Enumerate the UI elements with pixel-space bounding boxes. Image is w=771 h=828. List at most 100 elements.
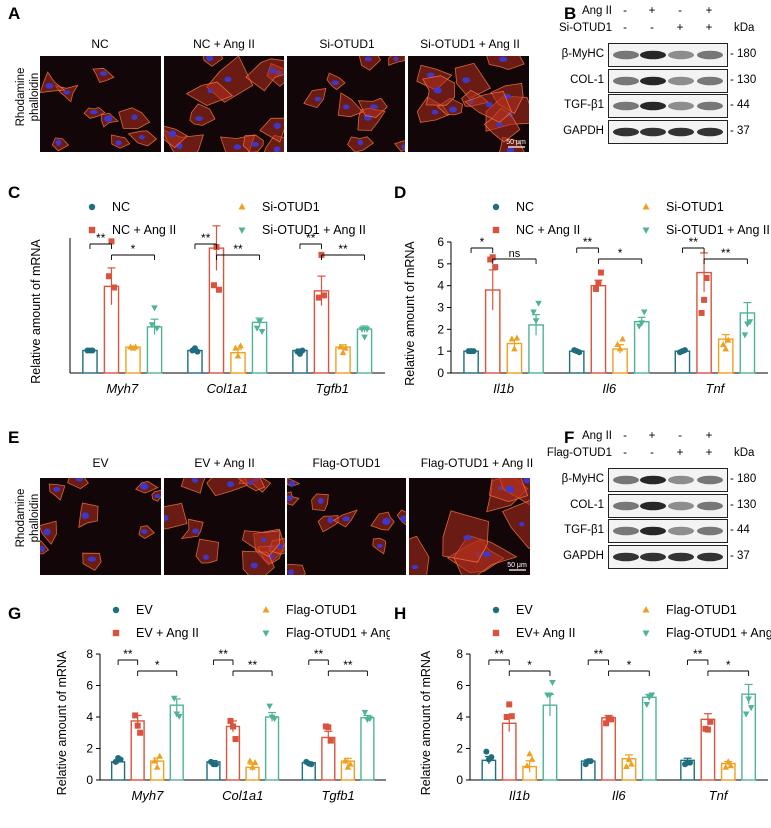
micrograph-flag-otud1 [287, 478, 406, 575]
legend-item: Si-OTUD1 + Ang II [642, 223, 770, 237]
significance-label: ** [96, 231, 106, 245]
significance-label: ** [248, 658, 258, 672]
bar [633, 320, 650, 374]
y-tick-label: 6 [437, 235, 444, 249]
panel-letter-c: C [8, 183, 21, 202]
data-point [249, 763, 256, 770]
significance-label: ** [338, 242, 348, 256]
wb-lane-sign: - [650, 22, 654, 34]
bar [601, 717, 616, 781]
wb-band-kda: - 37 [730, 549, 750, 562]
micro-e-col-1: EV [92, 456, 109, 470]
legend-label: Si-OTUD1 + Ang II [666, 223, 770, 237]
data-point [489, 254, 496, 261]
y-tick-label: 4 [437, 279, 444, 293]
wb-band-kda: - 130 [730, 498, 757, 511]
data-point [246, 757, 254, 764]
significance-label: ** [233, 242, 243, 256]
significance-bracket: ** [89, 231, 112, 249]
data-point [210, 282, 217, 289]
data-point [513, 334, 521, 341]
data-point [227, 717, 234, 724]
wb-lane-sign: - [678, 5, 682, 17]
data-point [597, 269, 604, 276]
chart-g: EV EV + Ang II Flag-OTUD1 Flag-OTUD1 + Ang … [55, 603, 390, 803]
significance-label: ** [693, 647, 703, 661]
micro-a-col-4: Si-OTUD1 + Ang II [420, 37, 520, 51]
micrograph-nc-angii [164, 56, 284, 152]
significance-label: ns [509, 248, 521, 260]
data-point [232, 736, 239, 743]
wb-band-strip [608, 43, 728, 67]
legend-label: EV [136, 603, 153, 617]
wb-lane-sign: - [623, 5, 627, 17]
micro-a-col-3: Si-OTUD1 [319, 37, 375, 51]
wb-lane-sign: - [623, 22, 627, 34]
wb-band-strip [608, 468, 728, 492]
legend-label: EV [516, 603, 533, 617]
significance-bracket: ** [703, 246, 748, 264]
data-point [535, 300, 542, 307]
wb-lane-sign: - [623, 430, 627, 442]
x-tick-label: Myh7 [132, 788, 165, 803]
data-point [234, 352, 242, 359]
significance-label: ** [721, 246, 731, 260]
wb-lane-sign: + [705, 430, 713, 442]
legend-label: Si-OTUD1 [666, 200, 724, 214]
bar [187, 349, 203, 374]
significance-bracket: ** [117, 647, 139, 665]
y-axis-label: Relative amount of mRNA [55, 650, 69, 795]
data-point [576, 349, 583, 356]
x-tick-label: Il6 [602, 381, 617, 396]
x-tick-label: Tgfb1 [316, 381, 349, 396]
legend-label: NC + Ang II [112, 223, 176, 237]
data-point [614, 341, 621, 348]
significance-label: ** [583, 235, 593, 249]
data-point [616, 345, 624, 352]
data-point [707, 718, 714, 725]
data-point [151, 757, 158, 764]
x-tick-label: Tnf [709, 788, 729, 803]
bar [717, 338, 734, 374]
x-tick-label: Il1b [493, 381, 514, 396]
bar [568, 350, 585, 374]
legend-item: Flag-OTUD1 [642, 603, 737, 617]
y-axis: 0 1 2 3 4 5 6 [437, 235, 452, 380]
legend-label: Si-OTUD1 [262, 200, 320, 214]
data-point [747, 705, 755, 712]
significance-bracket: ** [587, 647, 610, 665]
wb-band-label: GAPDH [563, 549, 604, 562]
data-point [619, 335, 626, 342]
data-point [237, 342, 244, 349]
data-point [271, 716, 278, 723]
data-point [215, 286, 222, 293]
significance-bracket: ** [308, 647, 329, 665]
legend-item: Flag-OTUD1 + Ang II [262, 626, 390, 640]
wb-band-label: β-MyHC [561, 48, 604, 60]
significance-bracket: ** [488, 647, 510, 665]
data-point [361, 709, 369, 716]
data-point [508, 335, 516, 342]
micro-e-col-4: Flag-OTUD1 + Ang II [420, 456, 534, 470]
legend-label: EV+ Ang II [516, 626, 575, 640]
data-point [153, 763, 161, 770]
legend-label: Flag-OTUD1 + Ang II [286, 626, 390, 640]
data-point [320, 292, 327, 299]
legend-item: Flag-OTUD1 [262, 603, 357, 617]
data-point [741, 332, 749, 339]
y-axis-label: Relative amount of mRNA [29, 239, 43, 384]
data-point [608, 716, 615, 723]
data-point [337, 343, 344, 350]
data-point [342, 757, 349, 764]
data-point [105, 273, 112, 280]
data-point [592, 285, 599, 292]
significance-label: ** [594, 647, 604, 661]
x-tick-label: Tgfb1 [321, 788, 354, 803]
significance-label: * [726, 658, 731, 672]
panel-letter-e: E [8, 428, 20, 447]
data-point [635, 323, 643, 330]
significance-label: ** [123, 647, 133, 661]
stain-label-e: Rhodamine phalloidin [14, 478, 42, 558]
data-point [595, 280, 602, 287]
data-point [344, 763, 352, 770]
